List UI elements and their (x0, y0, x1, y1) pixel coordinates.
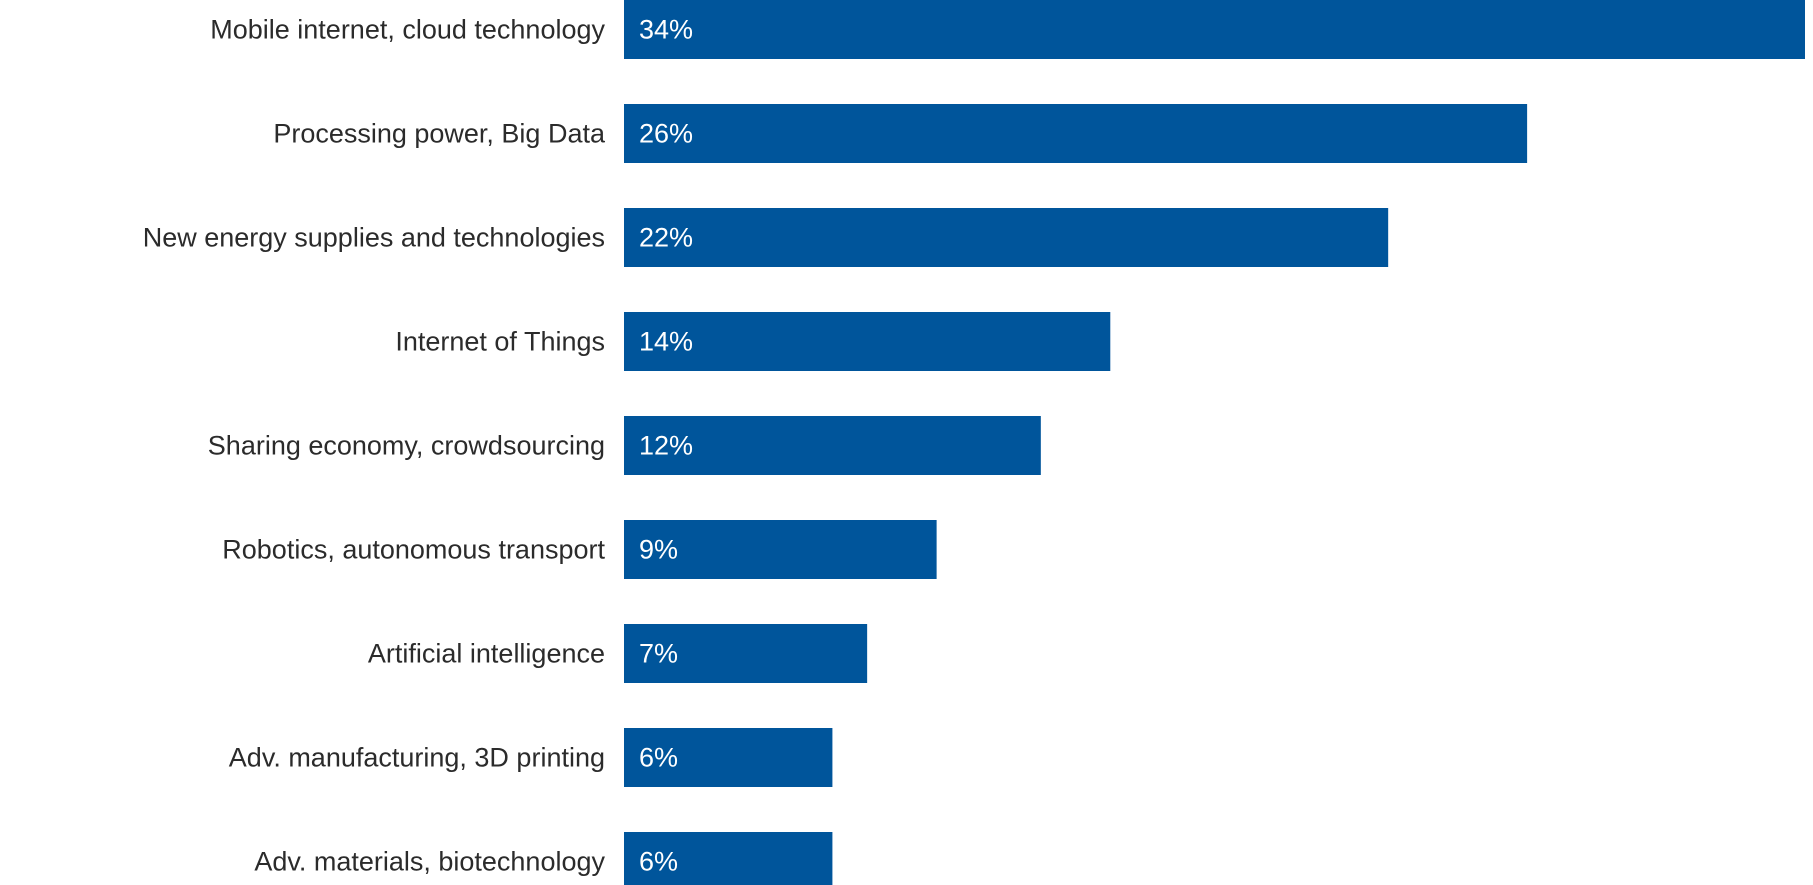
bar (624, 728, 833, 787)
bar (624, 104, 1528, 163)
bar (624, 520, 937, 579)
category-label: Processing power, Big Data (273, 119, 606, 149)
value-label: 12% (639, 431, 693, 461)
bars-group (624, 0, 1805, 885)
bar (624, 208, 1389, 267)
value-label: 14% (639, 327, 693, 357)
category-label: Adv. manufacturing, 3D printing (229, 743, 605, 773)
value-label: 7% (639, 639, 678, 669)
category-label: Sharing economy, crowdsourcing (208, 431, 605, 461)
category-label: Adv. materials, biotechnology (254, 847, 605, 877)
value-label: 22% (639, 223, 693, 253)
value-labels-group: 34% 26% 22% 14% 12% 9% 7% 6% 6% (639, 15, 693, 877)
bar (624, 312, 1111, 371)
category-label: Artificial intelligence (368, 639, 605, 669)
bar (624, 416, 1041, 475)
bar (624, 624, 868, 683)
value-label: 6% (639, 847, 678, 877)
category-label: Mobile internet, cloud technology (210, 15, 605, 45)
category-labels-group: Mobile internet, cloud technology Process… (143, 15, 606, 877)
category-label: New energy supplies and technologies (143, 223, 605, 253)
value-label: 6% (639, 743, 678, 773)
value-label: 34% (639, 15, 693, 45)
value-label: 26% (639, 119, 693, 149)
category-label: Internet of Things (395, 327, 605, 357)
value-label: 9% (639, 535, 678, 565)
category-label: Robotics, autonomous transport (222, 535, 605, 565)
bar (624, 832, 833, 885)
bar (624, 0, 1805, 59)
